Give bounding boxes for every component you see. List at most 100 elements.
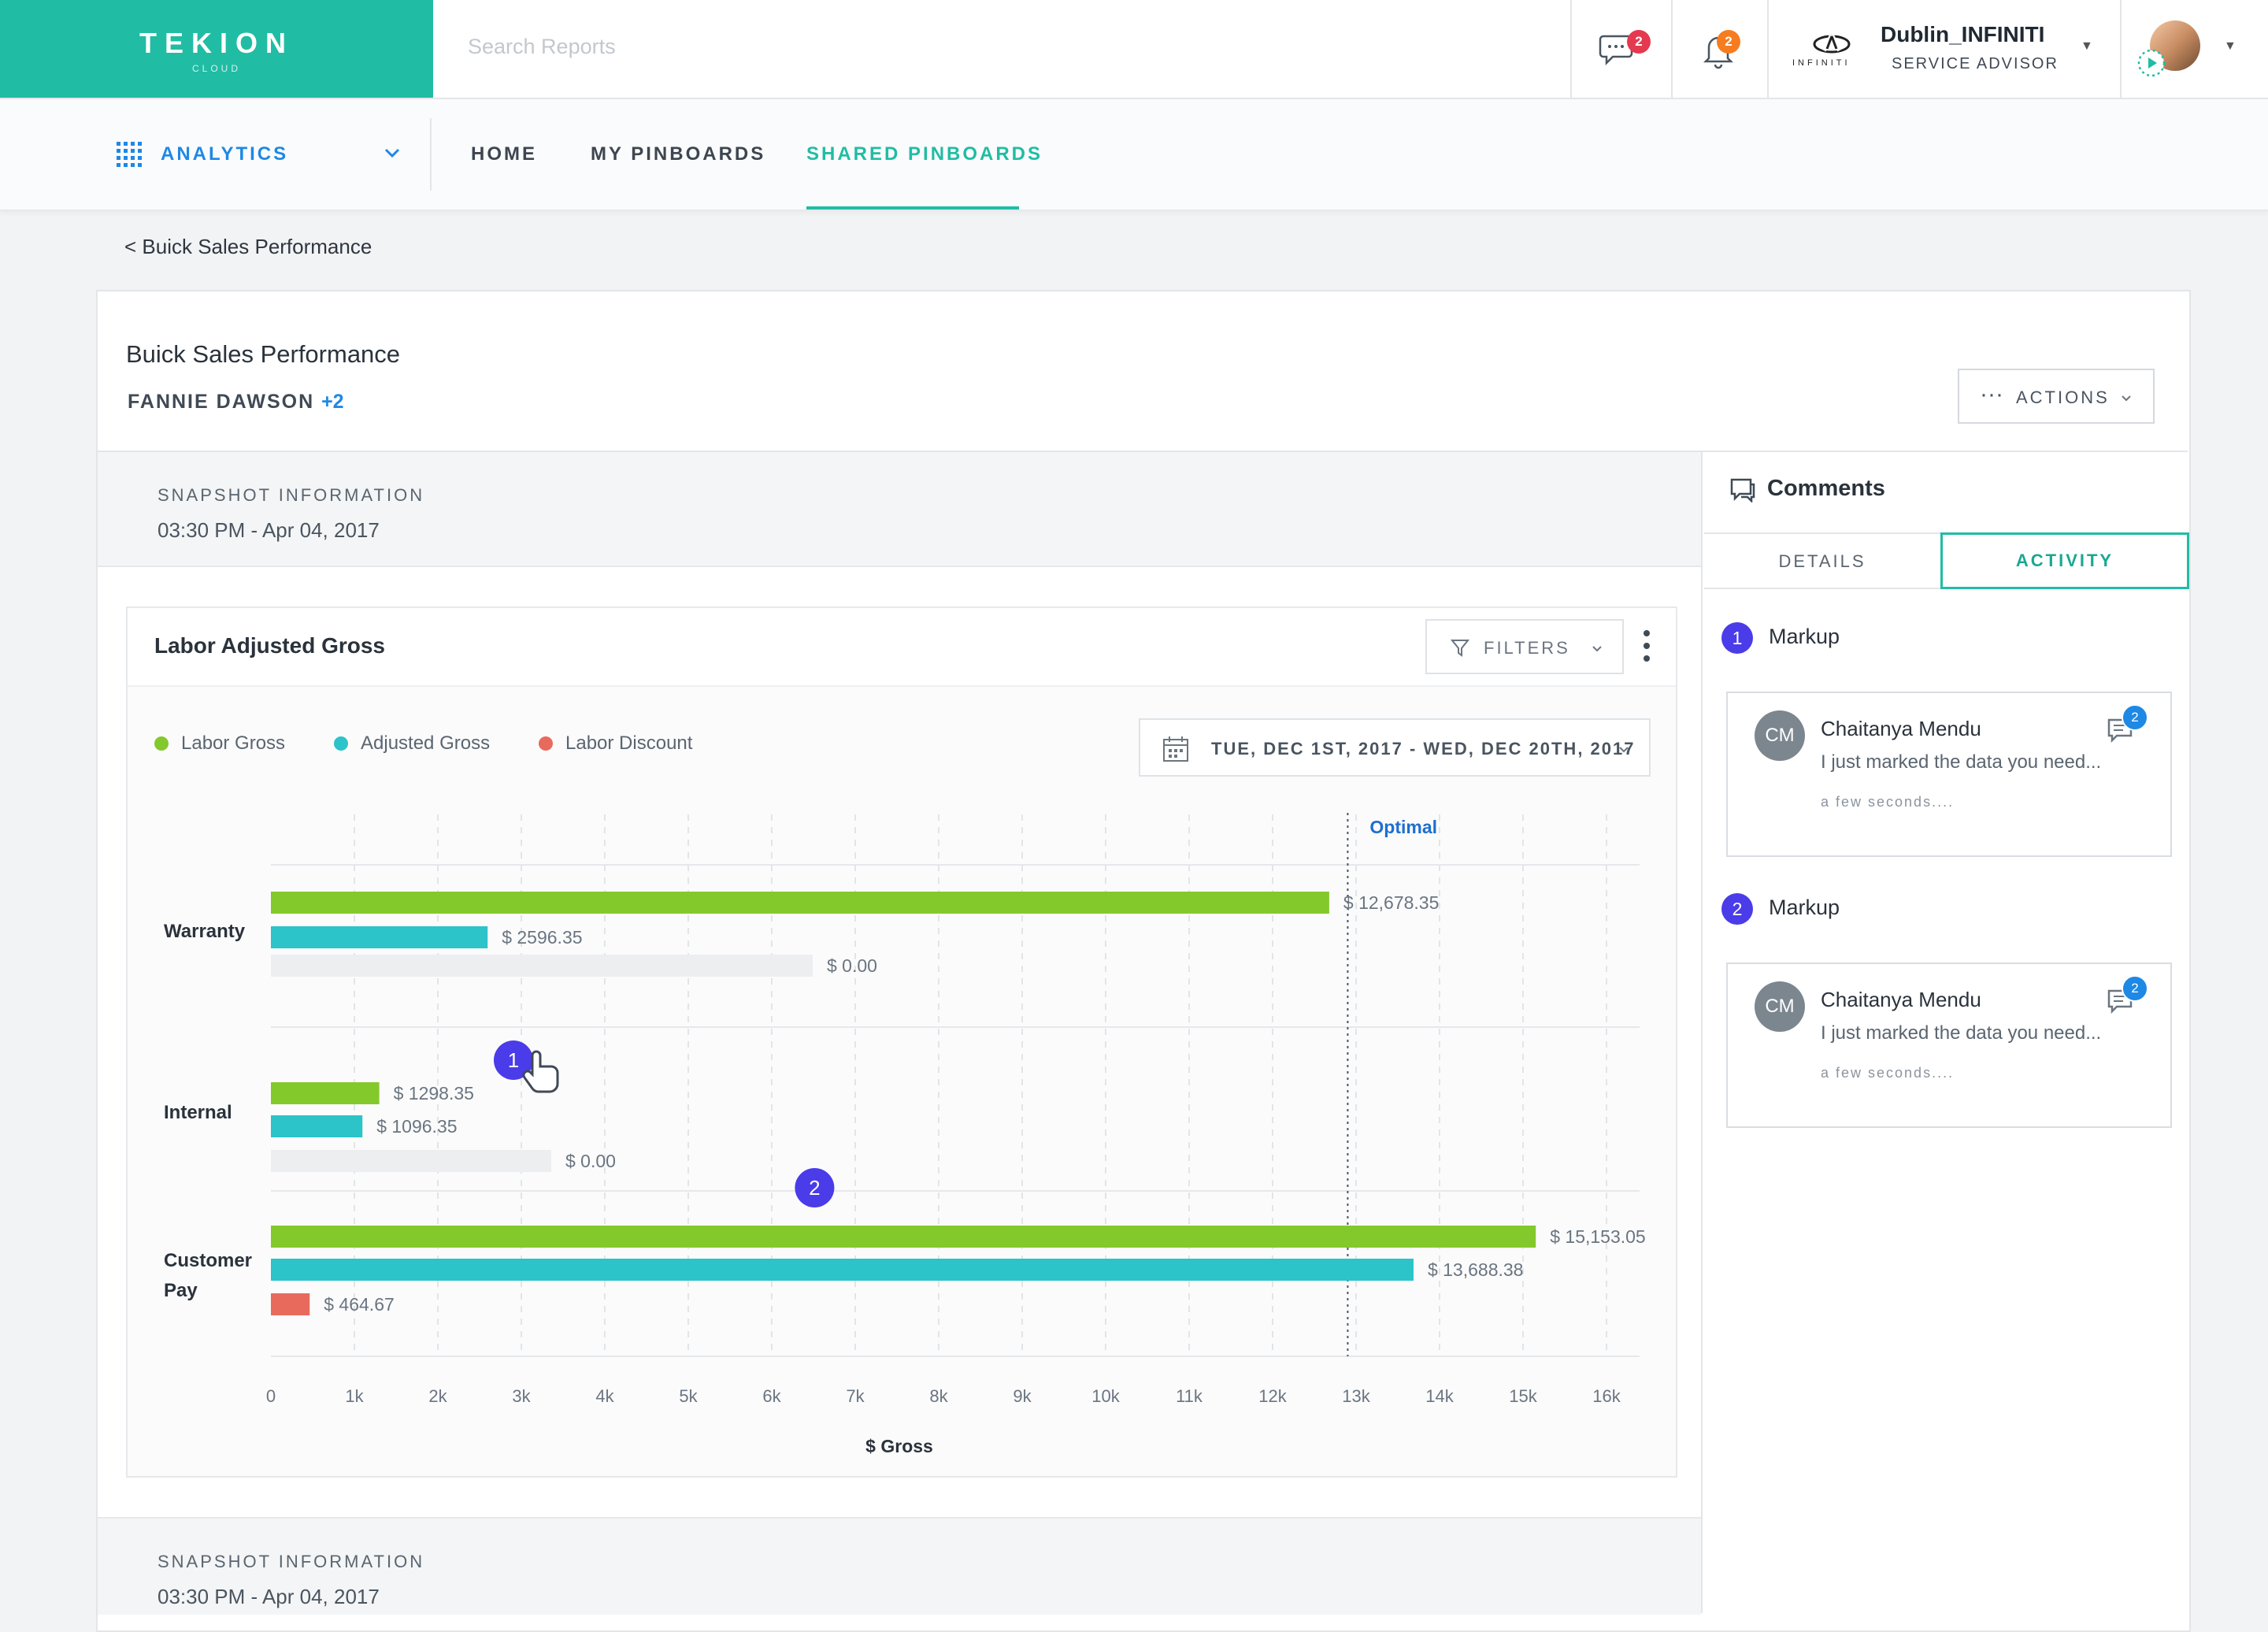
comment-time: a few seconds.... (1821, 794, 1955, 810)
bar-adjusted-gross (271, 926, 488, 948)
bar-labor-gross (271, 1082, 380, 1104)
notifications-button[interactable]: 2 (1671, 0, 1769, 98)
owner-more[interactable]: +2 (321, 391, 344, 413)
category-label: Customer (164, 1250, 252, 1271)
commenter-name: Chaitanya Mendu (1821, 988, 1981, 1011)
bar-track (271, 1150, 551, 1172)
card-divider (98, 451, 2188, 452)
chart-title: Labor Adjusted Gross (154, 633, 386, 658)
x-tick-label: 0 (266, 1386, 276, 1406)
x-tick-label: 14k (1425, 1386, 1454, 1406)
bar-value-label: $ 0.00 (827, 955, 877, 976)
legend-labor-gross[interactable]: Labor Gross (154, 733, 285, 755)
legend-adjusted-gross[interactable]: Adjusted Gross (334, 733, 490, 755)
markup-heading[interactable]: 2 Markup (1721, 893, 1840, 925)
panel-divider (1701, 452, 1703, 1613)
x-tick-label: 6k (762, 1386, 781, 1406)
chat-button[interactable]: 2 (1570, 0, 1673, 98)
chart-header (128, 608, 1676, 687)
owner-name: FANNIE DAWSON (128, 391, 315, 413)
actions-label: ACTIONS (2016, 388, 2110, 407)
comments-title: Comments (1767, 476, 1885, 501)
bar-value-label: $ 1298.35 (394, 1083, 474, 1103)
app-grid-icon[interactable] (117, 142, 142, 167)
logo-text: TEKION (139, 27, 294, 59)
snapshot-band (98, 1517, 1701, 1615)
x-tick-label: 15k (1509, 1386, 1537, 1406)
bar-adjusted-gross (271, 1259, 1414, 1281)
nav-home[interactable]: HOME (471, 143, 537, 165)
top-bar: TEKION CLOUD Search Reports 2 2 INFINITI… (0, 0, 2268, 99)
infiniti-wordmark: INFINITI (1792, 58, 1851, 68)
nav-my-pinboards[interactable]: MY PINBOARDS (591, 143, 766, 165)
x-tick-label: 13k (1342, 1386, 1370, 1406)
legend-dot-icon (154, 736, 169, 751)
legend-label: Labor Discount (565, 733, 693, 754)
bar-labor-gross (271, 1226, 1536, 1248)
markup-number: 2 (1721, 893, 1753, 925)
chat-badge: 2 (1627, 30, 1651, 54)
x-tick-label: 5k (679, 1386, 698, 1406)
app-switcher[interactable]: ANALYTICS (161, 143, 289, 165)
markup-marker-label: 2 (809, 1176, 820, 1200)
markup-title: Markup (1769, 896, 1840, 920)
chevron-down-icon (1592, 646, 1602, 652)
calendar-icon (1163, 736, 1188, 762)
x-tick-label: 4k (595, 1386, 614, 1406)
comment-text: I just marked the data you need... (1821, 1022, 2102, 1044)
more-options-icon[interactable] (1643, 630, 1651, 665)
x-tick-label: 9k (1013, 1386, 1032, 1406)
tab-activity[interactable]: ACTIVITY (1940, 532, 2189, 589)
report-title: Buick Sales Performance (126, 340, 401, 368)
tab-details[interactable]: DETAILS (1704, 532, 1940, 589)
tekion-logo[interactable]: TEKION CLOUD (0, 0, 433, 98)
legend-label: Adjusted Gross (361, 733, 491, 754)
comment-text: I just marked the data you need... (1821, 751, 2102, 773)
bar-value-label: $ 12,678.35 (1343, 892, 1440, 913)
category-label: Internal (164, 1102, 232, 1123)
snapshot-time: 03:30 PM - Apr 04, 2017 (158, 1585, 380, 1608)
dealer-caret-icon[interactable]: ▼ (2081, 39, 2093, 53)
chevron-down-icon[interactable] (383, 147, 402, 159)
profile-caret-icon[interactable]: ▼ (2224, 39, 2236, 53)
x-tick-label: 16k (1592, 1386, 1621, 1406)
logo-subtext: CLOUD (191, 63, 241, 74)
sub-navigation: ANALYTICS HOME MY PINBOARDS SHARED PINBO… (0, 99, 2268, 211)
x-tick-label: 7k (846, 1386, 865, 1406)
optimal-label: Optimal (1369, 817, 1437, 837)
snapshot-time: 03:30 PM - Apr 04, 2017 (158, 518, 380, 542)
comment-card[interactable]: CM Chaitanya Mendu I just marked the dat… (1726, 963, 2172, 1128)
reply-count-badge: 2 (2122, 704, 2148, 731)
bar-track (271, 955, 813, 977)
actions-button[interactable]: ··· ACTIONS (1958, 369, 2155, 424)
snapshot-label: SNAPSHOT INFORMATION (158, 485, 425, 505)
bar-value-label: $ 2596.35 (502, 927, 582, 948)
markup-marker (494, 1040, 533, 1080)
filters-button[interactable]: FILTERS (1425, 619, 1624, 674)
bar-adjusted-gross (271, 1115, 363, 1137)
breadcrumb[interactable]: < Buick Sales Performance (124, 235, 372, 258)
chevron-down-icon (1619, 747, 1629, 753)
dealer-switcher[interactable] (1767, 0, 2122, 98)
profile-menu[interactable] (2120, 0, 2268, 98)
legend-dot-icon (539, 736, 553, 751)
x-tick-label: 10k (1091, 1386, 1120, 1406)
search-input[interactable]: Search Reports (468, 35, 616, 58)
legend-labor-discount[interactable]: Labor Discount (539, 733, 692, 755)
date-range-picker[interactable]: TUE, DEC 1ST, 2017 - WED, DEC 20TH, 2017 (1139, 718, 1651, 777)
hand-cursor-icon (522, 1050, 559, 1093)
date-range-label: TUE, DEC 1ST, 2017 - WED, DEC 20TH, 2017 (1211, 739, 1636, 759)
markup-heading[interactable]: 1 Markup (1721, 622, 1840, 654)
nav-shared-pinboards[interactable]: SHARED PINBOARDS (806, 143, 1043, 165)
x-tick-label: 12k (1258, 1386, 1287, 1406)
dealer-role: SERVICE ADVISOR (1892, 55, 2059, 72)
commenter-avatar: CM (1755, 981, 1805, 1032)
snapshot-label: SNAPSHOT INFORMATION (158, 1552, 425, 1571)
markup-title: Markup (1769, 625, 1840, 649)
report-owner[interactable]: FANNIE DAWSON +2 (128, 391, 344, 414)
comment-card[interactable]: CM Chaitanya Mendu I just marked the dat… (1726, 692, 2172, 857)
x-axis-title: $ Gross (865, 1436, 933, 1456)
filter-icon (1451, 640, 1469, 657)
x-tick-label: 2k (428, 1386, 447, 1406)
